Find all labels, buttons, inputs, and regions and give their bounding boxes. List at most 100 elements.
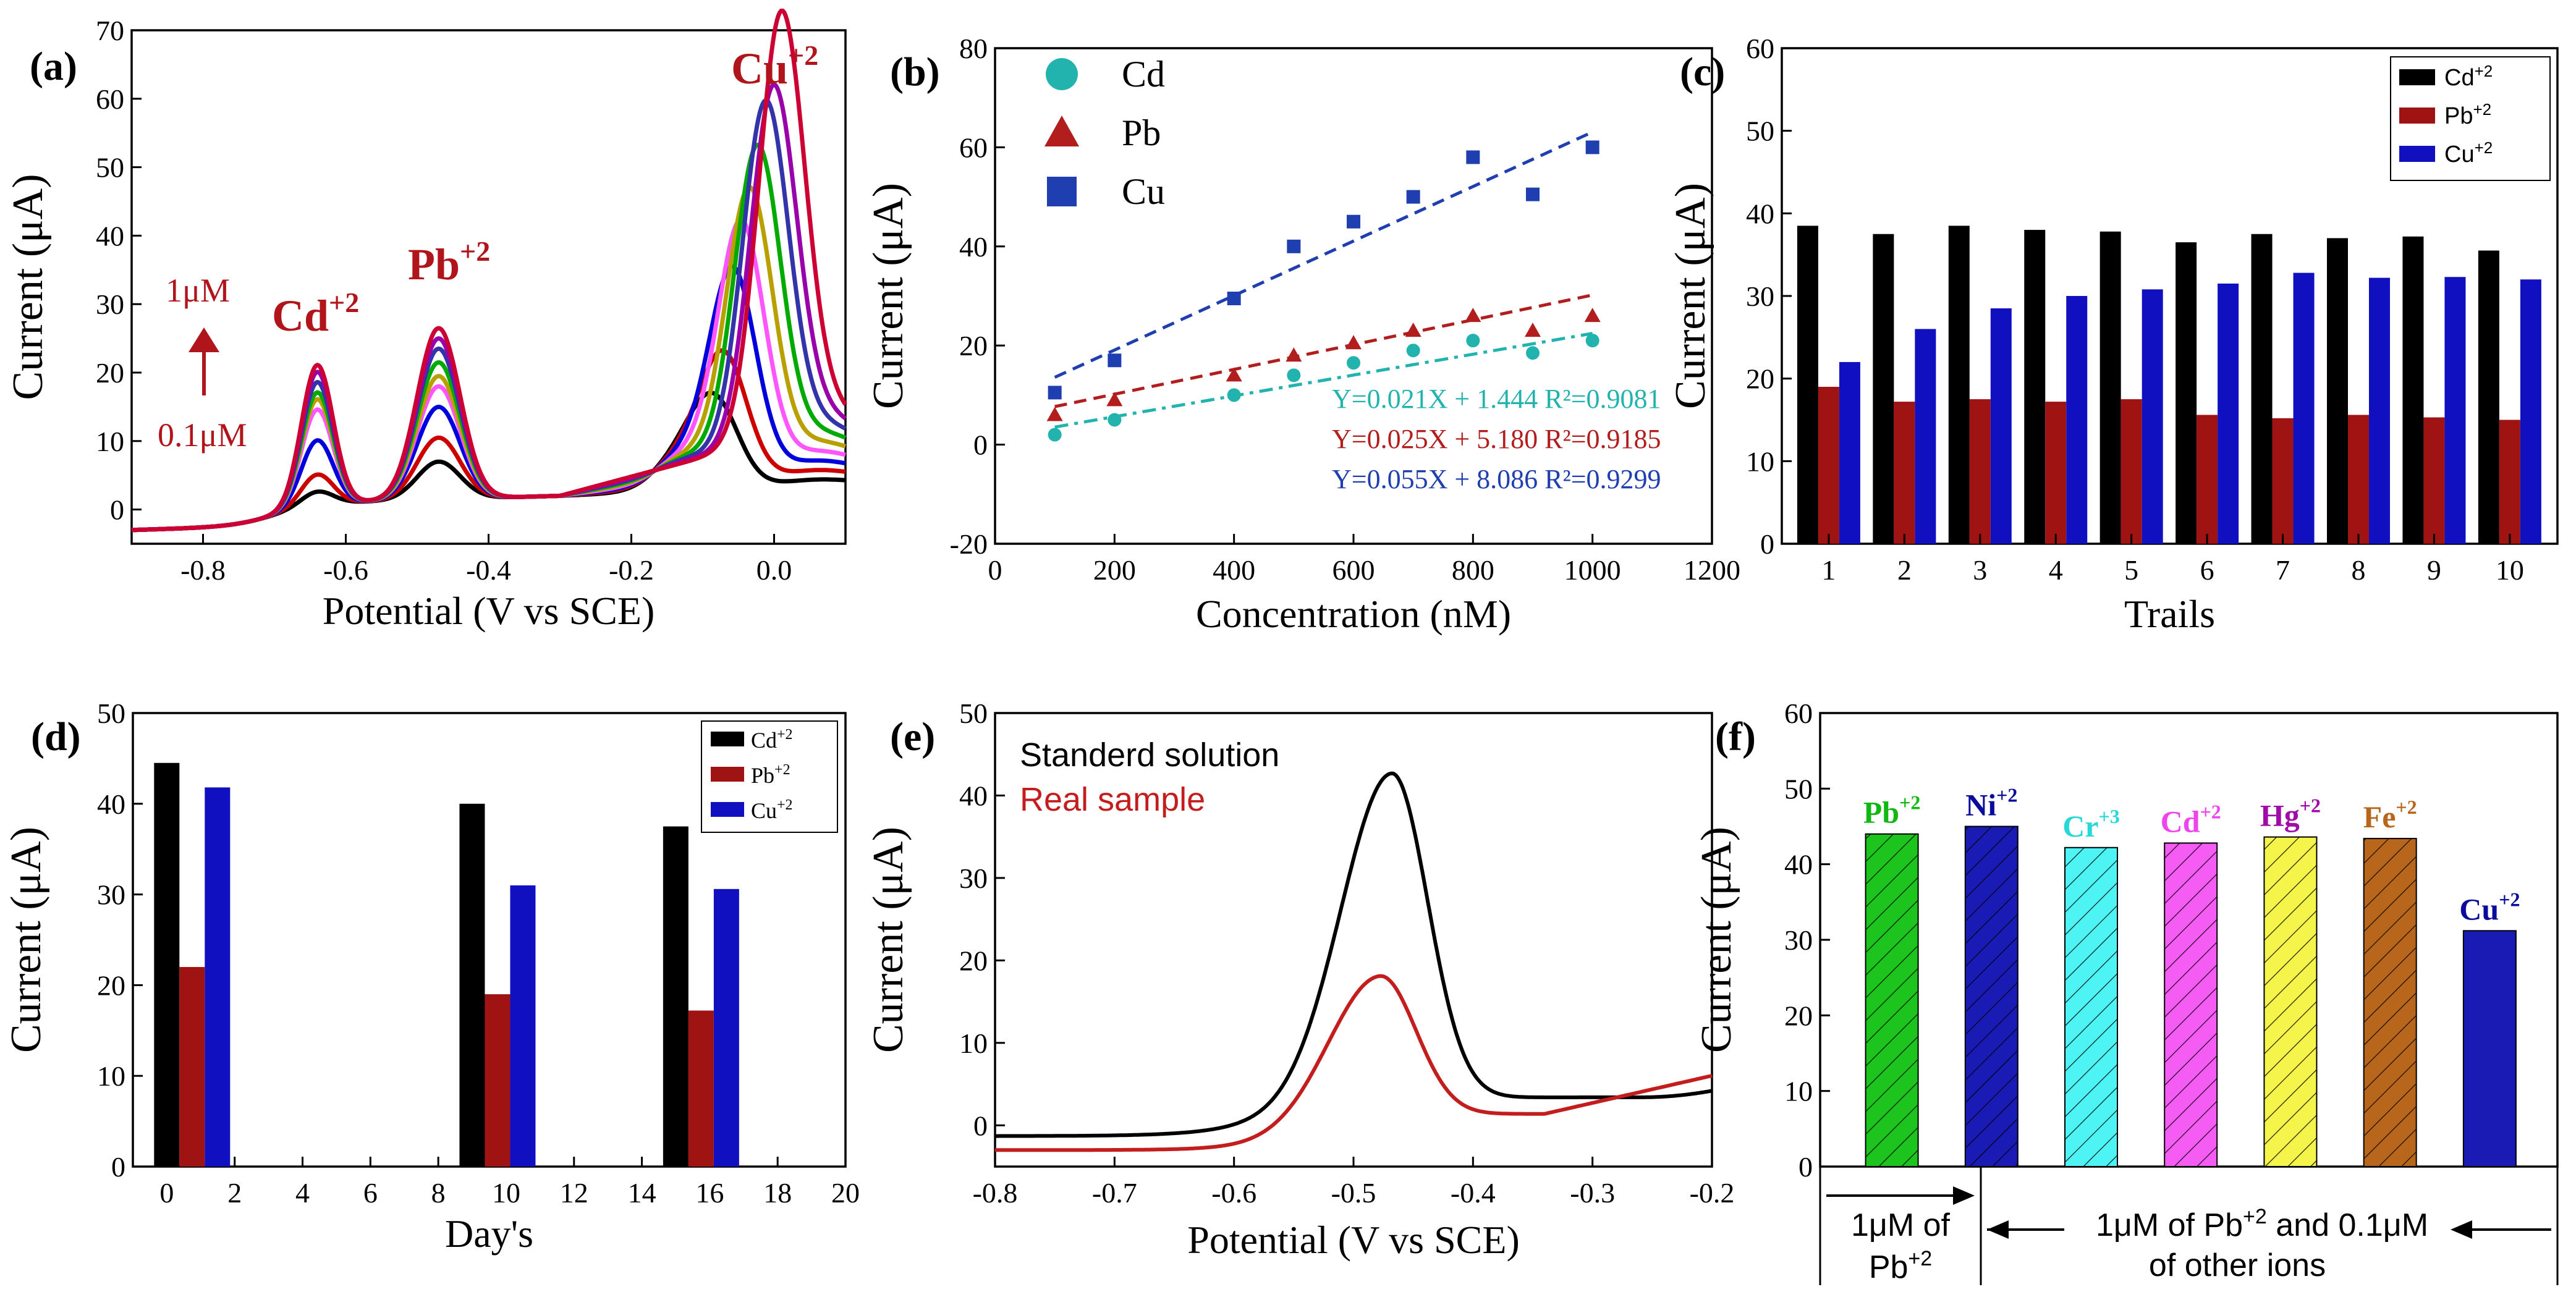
bar-pb (688, 1010, 714, 1167)
x-tick-label: -0.6 (323, 554, 368, 586)
point-pb (1046, 407, 1063, 421)
bar-hatch-cr (2065, 847, 2118, 1167)
bar-hatch-fe (2363, 838, 2417, 1167)
y-tick-label: 30 (959, 863, 988, 894)
x-tick-label: -0.7 (1092, 1177, 1137, 1209)
x-tick-label: 2 (227, 1177, 242, 1209)
bar-label-cr: Cr+3 (2062, 805, 2120, 843)
y-tick-label: 20 (959, 330, 988, 361)
x-tick-label: 7 (2276, 554, 2290, 586)
concentration-low-label: 0.1μM (158, 416, 247, 454)
point-pb (1405, 323, 1421, 337)
x-tick-label: 8 (431, 1177, 446, 1209)
bar-cd (2251, 234, 2273, 544)
y-tick-label: 0 (973, 1110, 988, 1141)
y-tick-label: 10 (97, 1060, 125, 1092)
x-tick-label: 2 (1897, 554, 1912, 586)
footer-right-line2: of other ions (2149, 1248, 2326, 1283)
series-line-1 (131, 391, 846, 533)
x-tick-label: 800 (1452, 554, 1494, 586)
y-tick-label: 0 (110, 494, 124, 526)
y-axis-label: Current (μA) (4, 174, 52, 400)
legend-label-cu: Cu+2 (2444, 138, 2493, 167)
series-line-7 (131, 98, 847, 533)
panel-f: 0 10 20 30 40 50 60 Current (μA) (f) Pb+2 Ni+2 Cr+3… (1693, 698, 2559, 1285)
x-tick-label: 5 (2124, 554, 2138, 586)
y-tick-label: 0 (1760, 528, 1774, 560)
bar-label-pb: Pb+2 (1863, 792, 1921, 830)
legend-swatch-pb (2399, 108, 2435, 124)
panel-label: (b) (890, 49, 940, 95)
x-tick-label: 18 (763, 1177, 792, 1209)
y-tick-label: 0 (111, 1151, 125, 1183)
bar-cu (2218, 283, 2239, 544)
legend-label-2: Real sample (1020, 781, 1205, 818)
y-tick-label: 10 (1784, 1076, 1813, 1107)
bar-cd (2024, 230, 2046, 544)
bar-cd (2478, 250, 2499, 544)
point-pb (1286, 347, 1302, 362)
panel-label: (e) (890, 714, 935, 759)
bar-pb (2423, 417, 2445, 544)
bar-label-cd: Cd+2 (2161, 800, 2221, 838)
x-tick-label: 4 (295, 1177, 310, 1209)
x-tick-label: 20 (831, 1177, 860, 1209)
y-tick-label: 70 (96, 15, 124, 46)
y-tick-label: 40 (959, 231, 988, 263)
bar-hatch-pb (1865, 834, 1918, 1167)
y-tick-label: 40 (959, 780, 988, 811)
point-cd (1526, 346, 1540, 360)
y-axis-label: Current (μA) (1667, 183, 1714, 409)
panel-c: 0 10 20 30 40 50 60 Current (μA) Trails (c) 1 2 3 4 5 6… (1667, 33, 2559, 636)
y-axis-label: Current (μA) (2, 827, 50, 1053)
y-tick-label: -20 (950, 528, 988, 560)
y-tick-label: 30 (97, 879, 125, 911)
y-tick-label: 60 (96, 83, 124, 115)
y-tick-label: 10 (1746, 445, 1774, 477)
point-pb (1465, 308, 1481, 323)
y-tick-label: 50 (97, 698, 125, 729)
x-axis-label: Concentration (nM) (1196, 592, 1511, 636)
panel-a: -0.8 -0.6 -0.4 -0.2 0.0 0 10 20 30 40 50 60 70 Curren… (4, 8, 847, 633)
y-tick-label: 50 (1746, 116, 1774, 147)
bar-label-fe: Fe+2 (2363, 796, 2417, 834)
panel-label: (c) (1680, 49, 1725, 95)
y-tick-label: 60 (959, 132, 988, 163)
x-tick-label: 600 (1332, 554, 1375, 586)
bar-cu (2462, 930, 2517, 1167)
legend-label-1: Standerd solution (1020, 737, 1279, 774)
bar-cu (713, 889, 739, 1167)
legend-swatch-cd (711, 732, 744, 746)
point-cu (1466, 150, 1480, 164)
y-tick-label: 50 (1784, 773, 1813, 804)
y-tick-label: 30 (1746, 281, 1774, 312)
legend-label-pb: Pb+2 (2444, 100, 2491, 129)
bar-pb (2272, 418, 2294, 544)
x-axis-label: Potential (V vs SCE) (1187, 1218, 1520, 1262)
series-line-8 (131, 82, 847, 533)
x-tick-label: 0 (159, 1177, 174, 1209)
footer-left-line1: 1μM of (1851, 1207, 1951, 1243)
x-tick-label: -0.4 (466, 554, 511, 586)
series-line-2 (995, 974, 1713, 1152)
panel-b: 0 200 400 600 800 1000 1200-20020406080Current… (865, 33, 1740, 636)
point-pb (1106, 392, 1123, 407)
bar-cu (1915, 329, 1936, 544)
bar-cu (2066, 296, 2088, 544)
point-cu (1227, 292, 1241, 306)
bar-cu (1839, 361, 1860, 544)
bar-hatch-ni (1965, 826, 2018, 1167)
point-cd (1108, 413, 1122, 427)
series-line-9 (131, 8, 847, 533)
y-tick-label: 40 (97, 788, 125, 820)
bar-cu (510, 885, 536, 1167)
fit-equation-cu: Y=0.055X + 8.086 R²=0.9299 (1332, 464, 1661, 494)
legend-label-cd: Cd+2 (2444, 62, 2493, 91)
footer-arrow-left-head (1953, 1186, 1975, 1205)
bar-cd (1797, 226, 1818, 544)
x-tick-label: -0.5 (1331, 1177, 1376, 1209)
legend-label-pb: Pb (1122, 112, 1161, 153)
bar-cu (2142, 289, 2163, 544)
y-tick-label: 30 (96, 289, 124, 320)
bar-cu (2368, 277, 2390, 544)
